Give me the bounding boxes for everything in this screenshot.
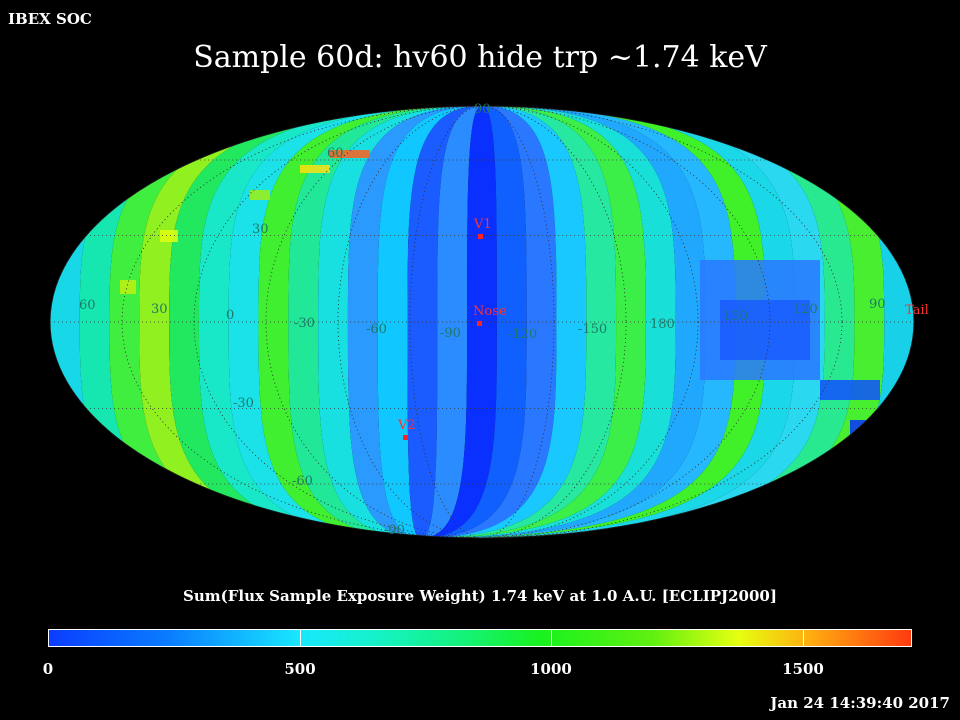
lon-label-150: 150 (723, 309, 748, 324)
map-strip (421, 106, 497, 538)
marker-v1: V1 (473, 217, 492, 239)
colorbar-label-1500: 1500 (782, 660, 824, 678)
lon-label-90: 90 (869, 297, 886, 312)
colorbar-tick-1000 (551, 630, 552, 646)
map-cell (300, 165, 330, 173)
marker-v1-label: V1 (473, 217, 492, 232)
map-cell (160, 230, 178, 242)
lat-label-minus90: -90 (384, 523, 405, 538)
lon-label-minus90: -90 (440, 326, 461, 341)
marker-nose-label: Nose (473, 304, 507, 319)
marker-nose: Nose (473, 304, 507, 326)
marker-tail: Tail (905, 303, 929, 318)
map-cell (250, 190, 270, 200)
timestamp: Jan 24 14:39:40 2017 (770, 694, 950, 712)
marker-tail-label: Tail (905, 303, 929, 318)
colorbar-label-0: 0 (42, 660, 54, 678)
marker-v2: V2 (397, 418, 416, 440)
map-strip (422, 106, 557, 538)
colorbar-title: Sum(Flux Sample Exposure Weight) 1.74 ke… (183, 587, 777, 605)
lon-label-120: 120 (793, 302, 818, 317)
map-cell (330, 150, 370, 158)
map-cell (850, 420, 900, 440)
lon-label-180: 180 (650, 317, 675, 332)
colorbar-label-500: 500 (284, 660, 316, 678)
lon-label-minus60: -60 (366, 322, 387, 337)
colorbar-tick-500 (300, 630, 301, 646)
map-strip (407, 106, 482, 538)
map-cell (850, 160, 880, 168)
lat-label-minus30: -30 (233, 396, 254, 411)
map-cell (120, 280, 136, 294)
lon-label-0: 0 (226, 308, 234, 323)
map-cell (820, 380, 880, 400)
lat-label-60: 60 (327, 146, 344, 161)
colorbar-tick-1500 (803, 630, 804, 646)
colorbar (48, 629, 912, 647)
lon-label-minus120: -120 (508, 327, 537, 342)
map-cell (800, 140, 840, 150)
map-cell (720, 300, 810, 360)
lon-label-minus150: -150 (578, 322, 607, 337)
colorbar-label-1000: 1000 (530, 660, 572, 678)
marker-v2-label: V2 (397, 418, 416, 433)
app-label: IBEX SOC (8, 10, 92, 28)
map-strip (422, 106, 527, 538)
lon-label-30: 30 (151, 302, 168, 317)
map-strip (377, 106, 481, 538)
map-strip (421, 106, 482, 538)
lon-label-60: 60 (79, 298, 96, 313)
lat-label-30: 30 (252, 222, 269, 237)
coordinate-grid (50, 106, 914, 538)
page-title: Sample 60d: hv60 hide trp ~1.74 keV (193, 40, 767, 75)
lon-label-minus30: -30 (294, 316, 315, 331)
lat-label-90: 90 (474, 102, 491, 117)
lat-label-minus60: -60 (292, 474, 313, 489)
flux-map-cells (50, 106, 914, 538)
